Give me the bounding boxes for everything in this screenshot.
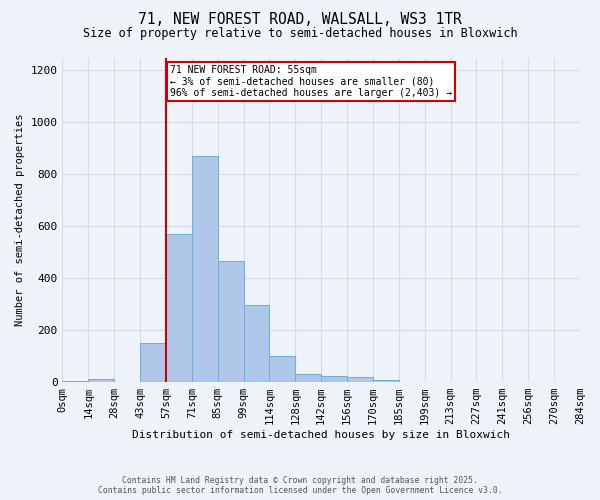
Bar <box>166 234 192 382</box>
Bar <box>373 380 399 382</box>
Text: Size of property relative to semi-detached houses in Bloxwich: Size of property relative to semi-detach… <box>83 28 517 40</box>
Bar <box>244 306 269 382</box>
X-axis label: Distribution of semi-detached houses by size in Bloxwich: Distribution of semi-detached houses by … <box>132 430 510 440</box>
Bar <box>347 377 373 382</box>
Bar <box>295 374 321 382</box>
Text: 71, NEW FOREST ROAD, WALSALL, WS3 1TR: 71, NEW FOREST ROAD, WALSALL, WS3 1TR <box>138 12 462 28</box>
Text: 71 NEW FOREST ROAD: 55sqm
← 3% of semi-detached houses are smaller (80)
96% of s: 71 NEW FOREST ROAD: 55sqm ← 3% of semi-d… <box>170 66 452 98</box>
Bar <box>269 356 295 382</box>
Bar <box>218 262 244 382</box>
Bar <box>192 156 218 382</box>
Bar <box>321 376 347 382</box>
Bar <box>88 380 114 382</box>
Bar <box>140 343 166 382</box>
Text: Contains HM Land Registry data © Crown copyright and database right 2025.
Contai: Contains HM Land Registry data © Crown c… <box>98 476 502 495</box>
Y-axis label: Number of semi-detached properties: Number of semi-detached properties <box>15 114 25 326</box>
